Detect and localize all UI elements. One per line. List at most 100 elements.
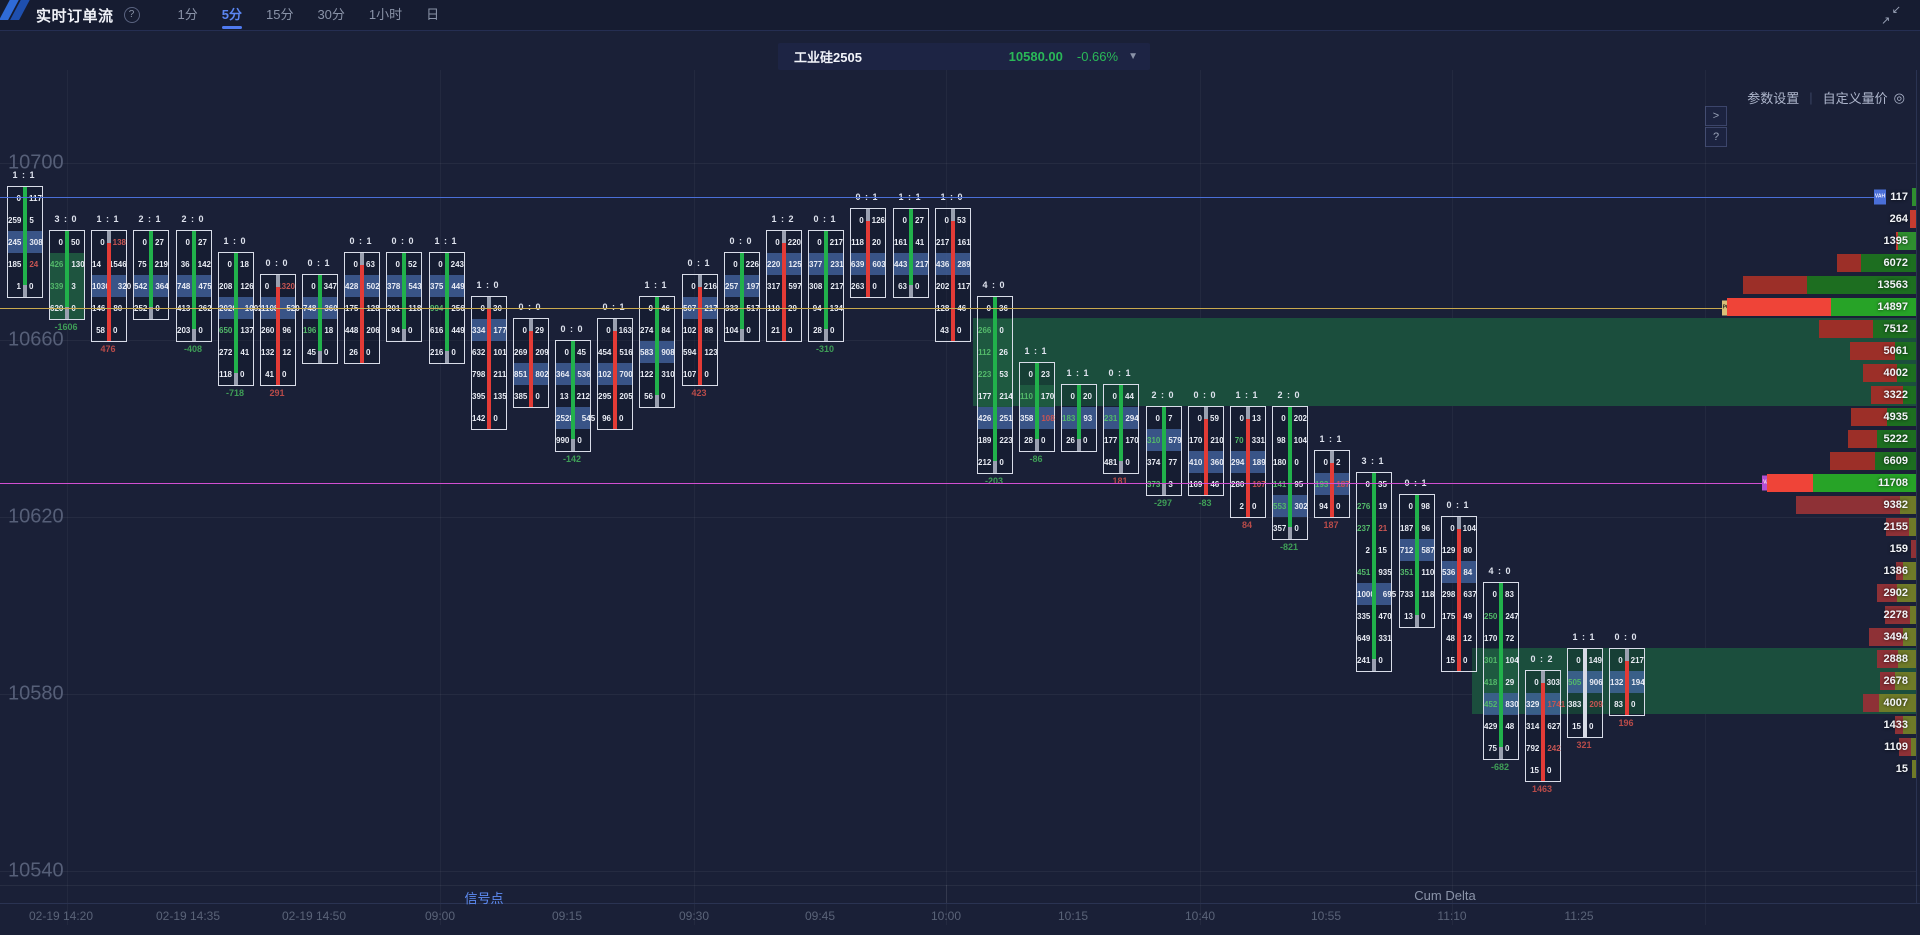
footprint-candle[interactable]: 0 104 129 80 536 84 298 637 175 49 48 12 15 0: [1441, 516, 1477, 672]
footprint-candle[interactable]: 0 44 231 294 177 170 481 0: [1103, 384, 1139, 474]
footprint-candle[interactable]: 04627484583908122310560: [639, 296, 675, 408]
footprint-candle[interactable]: 0 18 208 126 2026 1002 650 137 272 41 118 0: [218, 252, 263, 386]
footprint-cell: 990 0: [556, 435, 582, 445]
footprint-candle[interactable]: 05042613033936200: [49, 230, 85, 320]
footprint-candle[interactable]: 0 53 217 161 436 289 202 117 128 46 43 0: [935, 208, 971, 342]
footprint-cell: 63 0: [898, 281, 920, 291]
footprint-candle[interactable]: 0 163 454 516 102 700 295 205 96 0: [597, 318, 633, 430]
footprint-cell: 14 1546: [92, 259, 127, 269]
footprint-cell: 335 470: [1357, 611, 1392, 621]
candle-body-stripe: [698, 275, 702, 385]
volume-profile-value: 14897: [1877, 301, 1908, 313]
help-icon[interactable]: ?: [123, 7, 140, 23]
volume-profile-bar: [1912, 760, 1916, 778]
footprint-candle[interactable]: 0 45 364 536 13 212 2528 545 990 0: [555, 340, 595, 452]
footprint-cell: 0 303: [1534, 677, 1560, 687]
footprint-cell: 104 0: [725, 325, 751, 335]
footprint-candle[interactable]: 0 29 269 209 851 802 385 0: [513, 318, 549, 408]
volume-profile-bar: [1869, 628, 1916, 646]
expand-panel-button[interactable]: >: [1705, 106, 1727, 126]
target-icon[interactable]: ◎: [1893, 89, 1905, 105]
grid-line-horizontal: [0, 517, 1916, 518]
volume-profile-bar: [1912, 188, 1916, 206]
grid-line-vertical: [946, 70, 947, 925]
tab-timeframe-2[interactable]: 15分: [265, 7, 294, 22]
footprint-cell: 0 226: [733, 259, 759, 269]
footprint-candle[interactable]: 0 226 257 197 333 517 104 0: [724, 252, 760, 342]
tab-timeframe-1[interactable]: 5分: [210, 0, 254, 30]
footprint-cell: 15 0: [1530, 765, 1552, 775]
orderflow-chart[interactable]: 1070010660106201058010540VAHPOCVAL1 : 10…: [0, 30, 1920, 925]
footprint-candle[interactable]: 0 20 183 93 26 0: [1061, 384, 1097, 452]
footprint-cell: 48 12: [1446, 633, 1472, 643]
footprint-candle[interactable]: 0 216 507 217 102 88 594 123 107 0: [682, 274, 718, 386]
footprint-candle[interactable]: 0 303 329 1741 314 627 792 242 15 0: [1525, 670, 1565, 782]
candle-delta-label: 476: [100, 344, 116, 354]
profile-sell-segment: [1850, 342, 1895, 360]
footprint-candle[interactable]: 0 217 132 194 83 0: [1609, 648, 1645, 716]
grid-line-vertical: [1705, 70, 1706, 925]
collapse-icon[interactable]: ↙ ↗: [1881, 4, 1901, 27]
footprint-candle[interactable]: 0 27 36 142 748 475 413 262 203 0: [176, 230, 212, 342]
footprint-candle[interactable]: 0 126 118 20 639 603 263 0: [850, 208, 886, 298]
param-settings-button[interactable]: 参数设置: [1747, 91, 1800, 106]
footprint-candle[interactable]: 0 52 378 543 201 118 94 0: [386, 252, 422, 342]
footprint-candle[interactable]: 0 23 110 170 358 108 28 0: [1019, 362, 1055, 452]
footprint-candle[interactable]: 0 2 193 187 94 0: [1314, 450, 1350, 518]
profile-sell-segment: [1886, 518, 1909, 536]
footprint-candle[interactable]: 0 149 505 906 383 209 15 0: [1567, 648, 1603, 738]
custom-volume-button[interactable]: 自定义量价: [1822, 91, 1888, 106]
tab-timeframe-0[interactable]: 1分: [177, 7, 198, 22]
candle-body-stripe: [402, 253, 406, 341]
panel-help-button[interactable]: ?: [1705, 127, 1727, 147]
volume-profile-bar: [1743, 276, 1916, 294]
footprint-cell: 481 0: [1104, 457, 1130, 467]
footprint-candle[interactable]: 0 35 276 19 237 21 2 15 451 935 1000 695 335 470 649 33…: [1356, 472, 1396, 672]
instrument-name: 工业硅2505: [794, 50, 862, 65]
footprint-candle[interactable]: 0 98 187 96 712 587 351 110 733 118 13 0: [1399, 494, 1435, 628]
footprint-candle[interactable]: 0 347 748 360 196 18 45 0: [302, 274, 338, 364]
footprint-cell: 56 0: [644, 391, 666, 401]
footprint-candle[interactable]: 0 13 70 331 294 189 280 107 2 0: [1230, 406, 1266, 518]
footprint-cell: 28 0: [1024, 435, 1046, 445]
footprint-cell: 0 83: [1492, 589, 1514, 599]
imbalance-ratio-label: 0 : 1: [1108, 368, 1132, 378]
profile-sell-segment: [1830, 452, 1875, 470]
tab-timeframe-3[interactable]: 30分: [317, 7, 345, 22]
signal-points-tab[interactable]: 信号点: [464, 891, 504, 906]
chevron-down-icon: ▼: [1128, 51, 1138, 62]
footprint-cell: 170 72: [1484, 633, 1515, 643]
tab-timeframe-5[interactable]: 日: [426, 7, 440, 22]
footprint-candle[interactable]: 0 202 98 104 180 0 141 95 553 302 357 0: [1272, 406, 1308, 540]
profile-sell-segment: [1727, 298, 1831, 316]
footprint-cell: 212 0: [978, 457, 1004, 467]
footprint-candle[interactable]: 0 83 250 247 170 72 301 104 418 29 452 830 429 48 75 0: [1483, 582, 1519, 760]
footprint-cell: 142 0: [472, 413, 498, 423]
footprint-candle[interactable]: 0 117 259 5 245 308 185 24 1 0: [7, 186, 43, 298]
candle-body-stripe: [1625, 649, 1629, 715]
footprint-cell: 250 247: [1484, 611, 1519, 621]
footprint-candle[interactable]: 0 217 377 231 308 217 94 134 28 0: [808, 230, 844, 342]
footprint-cell: 0 220: [775, 237, 801, 247]
footprint-cell: 83 0: [1614, 699, 1636, 709]
footprint-candle[interactable]: 0 59 170 210 410 360 169 46: [1188, 406, 1224, 496]
footprint-candle[interactable]: 0 7 310 579 374 77 373 3: [1146, 406, 1182, 496]
footprint-candle[interactable]: 0 220 220 125 317 597 110 29 21 0: [766, 230, 802, 342]
footprint-cell: 161 41: [894, 237, 925, 247]
footprint-cell: 0 1320: [264, 281, 295, 291]
tab-timeframe-4[interactable]: 1小时: [368, 7, 403, 22]
footprint-candle[interactable]: 0 138 14 1546 1030 320 146 80 58 0: [91, 230, 131, 342]
footprint-cell: 170 210: [1189, 435, 1224, 445]
profile-buy-segment: [1895, 672, 1916, 690]
footprint-candle[interactable]: 0 1320 1108 520 260 96 132 12 41 0: [260, 274, 300, 386]
cum-delta-tab[interactable]: Cum Delta: [1414, 888, 1476, 903]
footprint-cell: 0 53: [944, 215, 966, 225]
grid-line-vertical: [694, 70, 695, 925]
footprint-candle[interactable]: 0 27 161 41 443 217 63 0: [893, 208, 929, 298]
instrument-selector[interactable]: 工业硅2505 10580.00 -0.66% ▼: [778, 43, 1150, 70]
footprint-candle[interactable]: 027752195423642520: [133, 230, 169, 320]
volume-profile-bar: [1830, 452, 1916, 470]
